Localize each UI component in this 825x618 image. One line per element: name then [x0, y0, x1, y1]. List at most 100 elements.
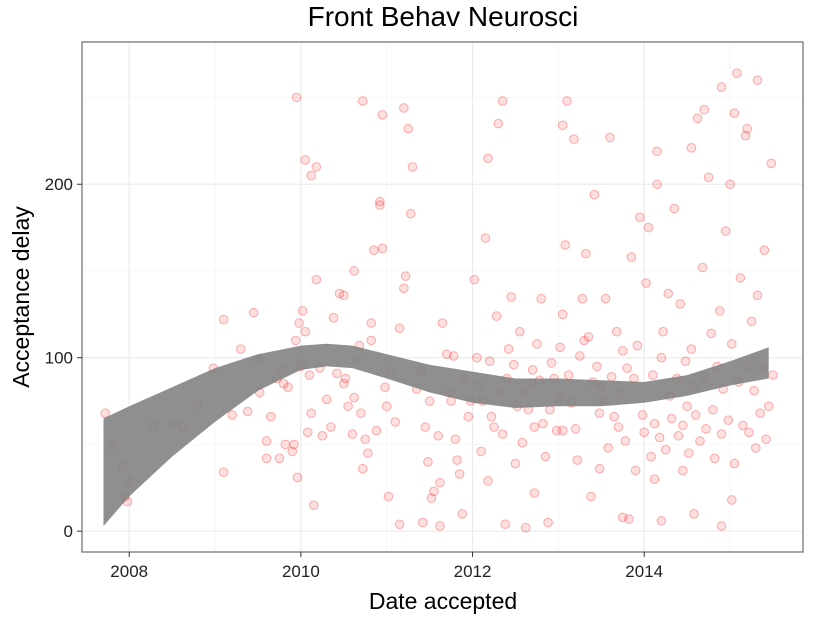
data-point — [656, 515, 667, 526]
data-point — [441, 349, 452, 360]
data-point — [369, 245, 379, 255]
y-axis: 0 100 200 — [45, 175, 82, 541]
data-point — [454, 469, 465, 479]
data-point — [321, 394, 332, 405]
data-point — [476, 446, 486, 457]
data-point — [617, 512, 628, 523]
data-point — [750, 443, 761, 453]
data-point — [729, 458, 740, 469]
data-point — [706, 328, 716, 339]
data-point — [292, 472, 303, 483]
data-point — [493, 118, 504, 129]
data-point — [274, 453, 285, 464]
data-point — [738, 420, 748, 431]
data-point — [380, 382, 390, 393]
x-tick-label: 2008 — [110, 562, 148, 581]
data-point — [371, 425, 382, 436]
data-point — [356, 408, 366, 419]
plot-panel — [81, 41, 804, 553]
data-point — [457, 509, 468, 519]
data-point — [723, 415, 734, 425]
data-point — [569, 134, 579, 144]
data-point — [291, 92, 302, 103]
data-point — [666, 413, 677, 424]
data-point — [435, 521, 445, 531]
data-point — [506, 292, 516, 302]
data-point — [218, 467, 229, 478]
data-point — [647, 370, 658, 380]
data-point — [726, 495, 737, 505]
data-point — [669, 203, 680, 214]
data-point — [557, 425, 568, 436]
data-point — [594, 408, 605, 419]
data-point — [304, 370, 315, 380]
data-point — [483, 153, 493, 164]
data-point — [290, 335, 301, 346]
smooth-confidence-band — [103, 343, 769, 526]
data-point — [394, 323, 405, 334]
data-point — [562, 96, 572, 106]
data-point — [517, 437, 528, 448]
data-point — [261, 436, 272, 446]
data-point — [635, 212, 645, 223]
data-point — [242, 406, 253, 417]
data-point — [520, 522, 531, 533]
data-point — [557, 309, 568, 320]
data-point — [626, 252, 637, 262]
data-point — [424, 396, 435, 406]
data-point — [555, 342, 565, 353]
data-point — [338, 378, 349, 389]
data-point — [311, 162, 322, 172]
data-point — [611, 326, 622, 337]
data-point — [766, 158, 777, 169]
data-point — [450, 434, 461, 445]
data-point — [690, 410, 701, 420]
data-point — [405, 208, 416, 219]
data-point — [678, 420, 688, 431]
data-point — [429, 486, 439, 497]
data-point — [660, 444, 671, 455]
data-point — [557, 120, 568, 131]
data-point — [420, 422, 431, 432]
data-point — [377, 243, 388, 254]
data-point — [363, 448, 373, 458]
data-point — [577, 293, 588, 304]
data-point — [340, 373, 351, 384]
data-point — [652, 146, 662, 157]
data-point — [326, 422, 336, 432]
data-point — [491, 311, 502, 321]
data-point — [581, 248, 591, 259]
data-point — [308, 500, 319, 510]
data-point — [678, 465, 688, 476]
data-point — [755, 408, 765, 419]
data-point — [435, 477, 445, 488]
data-point — [407, 162, 418, 172]
data-point — [227, 410, 238, 420]
data-point — [302, 427, 313, 438]
data-point — [338, 290, 349, 301]
data-point — [489, 422, 499, 432]
data-point — [714, 306, 725, 316]
data-point — [294, 318, 304, 328]
data-point — [283, 382, 293, 393]
data-point — [375, 200, 385, 210]
data-point — [684, 448, 694, 458]
data-point — [527, 365, 538, 375]
data-point — [349, 392, 359, 403]
data-point — [620, 436, 631, 446]
data-point — [639, 427, 650, 438]
data-point — [403, 123, 413, 134]
data-point — [729, 108, 740, 118]
data-point — [572, 455, 583, 465]
data-point — [623, 514, 634, 524]
data-point — [703, 172, 714, 183]
data-point — [752, 290, 763, 301]
data-point — [366, 318, 377, 328]
data-point — [483, 476, 493, 486]
data-point — [377, 110, 388, 120]
data-point — [761, 434, 771, 445]
data-point — [641, 278, 651, 288]
data-point — [360, 434, 371, 445]
data-point — [328, 313, 339, 323]
